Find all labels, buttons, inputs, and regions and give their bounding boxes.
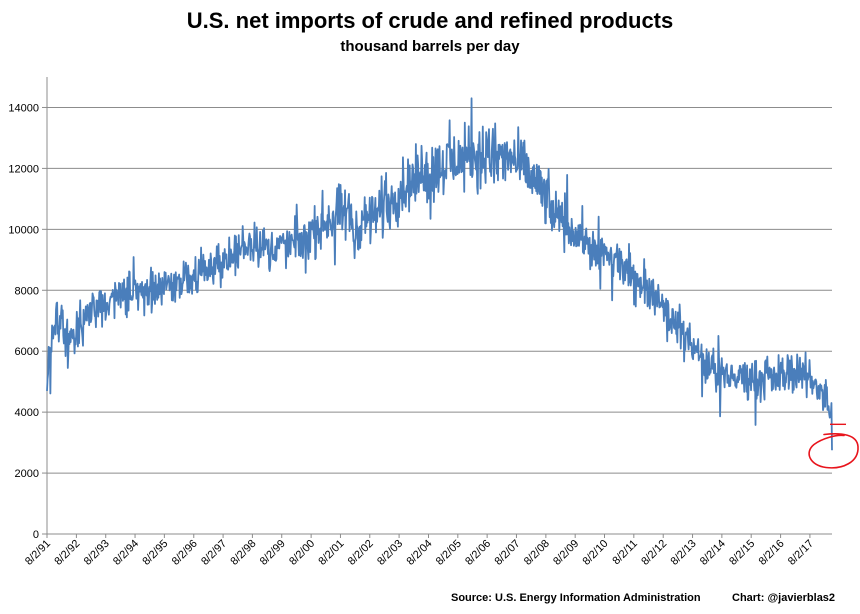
chart-title: U.S. net imports of crude and refined pr…	[186, 8, 674, 33]
y-tick-label: 0	[33, 529, 39, 541]
y-tick-label: 2000	[15, 468, 39, 480]
chart-credit: Chart: @javierblas2	[732, 592, 836, 604]
x-tick-label: 8/2/95	[140, 538, 170, 568]
x-tick-label: 8/2/92	[52, 538, 82, 568]
x-tick-label: 8/2/10	[581, 538, 611, 568]
chart-subtitle: thousand barrels per day	[340, 38, 520, 55]
y-tick-label: 4000	[15, 407, 39, 419]
x-tick-label: 8/2/11	[610, 538, 640, 568]
x-tick-label: 8/2/12	[639, 538, 669, 568]
x-tick-label: 8/2/97	[199, 538, 229, 568]
x-tick-labels: 8/2/91 8/2/92 8/2/93 8/2/94 8/2/95 8/2/96 8/2/…	[23, 538, 816, 568]
y-tick-label: 10000	[8, 224, 39, 236]
x-tick-label: 8/2/06	[463, 538, 493, 568]
y-tick-label: 6000	[15, 346, 39, 358]
y-tick-label: 8000	[15, 285, 39, 297]
x-tick-label: 8/2/94	[111, 538, 141, 568]
y-tick-label: 14000	[8, 102, 39, 114]
x-tick-label: 8/2/13	[669, 538, 699, 568]
y-tick-labels: 0 2000 4000 6000 8000 10000 12000 14000	[8, 102, 39, 541]
axes	[42, 77, 832, 538]
annotation-circle	[808, 433, 859, 469]
x-tick-label: 8/2/16	[757, 538, 787, 568]
x-tick-label: 8/2/14	[698, 538, 728, 568]
annotation-layer	[808, 423, 859, 469]
y-tick-label: 12000	[8, 163, 39, 175]
x-tick-label: 8/2/04	[404, 538, 434, 568]
x-tick-label: 8/2/17	[786, 538, 816, 568]
x-tick-label: 8/2/03	[375, 538, 405, 568]
x-tick-label: 8/2/00	[287, 538, 317, 568]
x-tick-label: 8/2/05	[434, 538, 464, 568]
x-tick-label: 8/2/99	[258, 538, 288, 568]
x-tick-label: 8/2/01	[316, 538, 346, 568]
x-tick-label: 8/2/96	[170, 538, 200, 568]
x-tick-label: 8/2/07	[492, 538, 522, 568]
x-tick-label: 8/2/02	[346, 538, 376, 568]
x-tick-label: 8/2/91	[23, 538, 53, 568]
series-layer	[46, 97, 833, 451]
series-line	[46, 97, 833, 451]
source-note: Source: U.S. Energy Information Administ…	[451, 592, 701, 604]
x-tick-label: 8/2/93	[82, 538, 112, 568]
x-tick-label: 8/2/09	[551, 538, 581, 568]
x-tick-label: 8/2/15	[727, 538, 757, 568]
x-tick-label: 8/2/08	[522, 538, 552, 568]
x-tick-label: 8/2/98	[228, 538, 258, 568]
